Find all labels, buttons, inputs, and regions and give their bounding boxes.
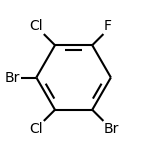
Text: Cl: Cl xyxy=(29,122,43,136)
Text: F: F xyxy=(104,19,112,33)
Text: Br: Br xyxy=(5,71,20,84)
Text: Br: Br xyxy=(104,122,119,136)
Text: Cl: Cl xyxy=(29,19,43,33)
